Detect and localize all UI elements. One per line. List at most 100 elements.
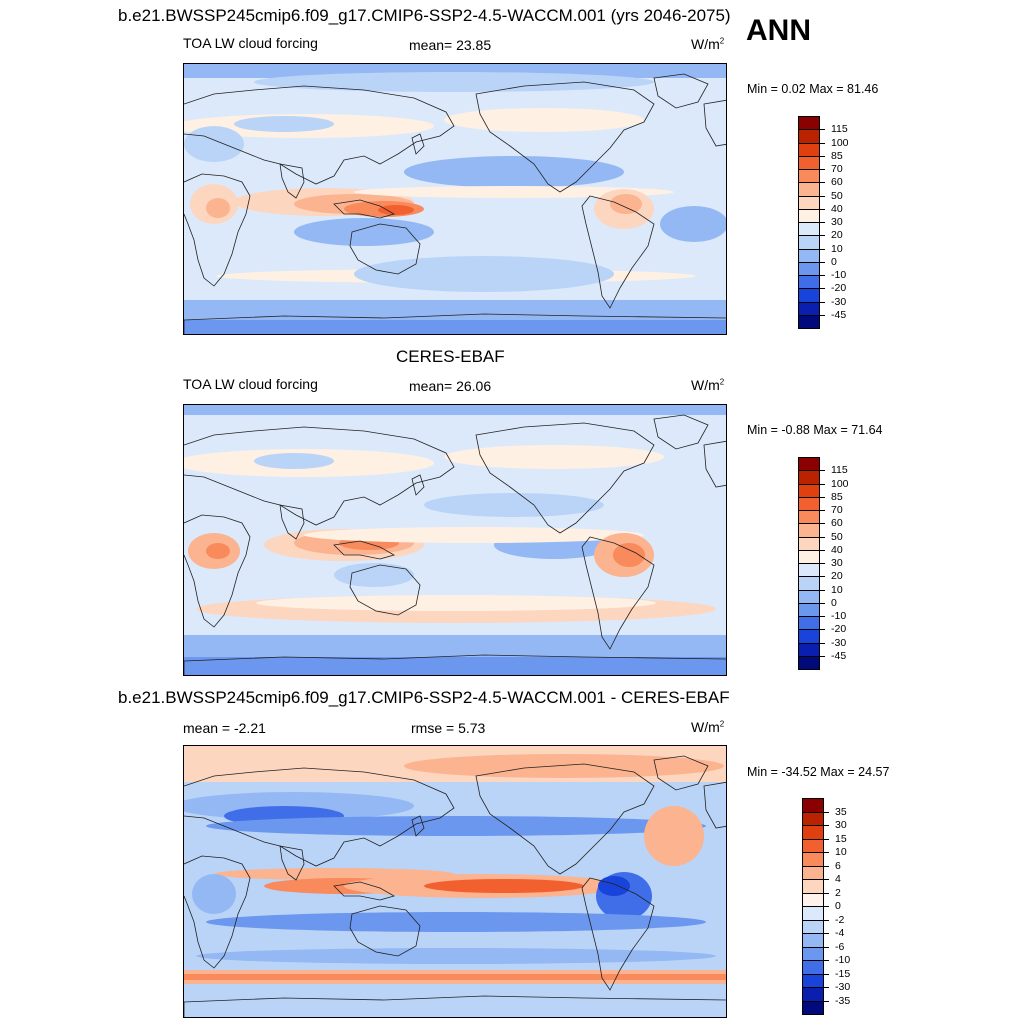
- antarctic-band: [184, 994, 726, 1017]
- colorbar-swatch: [798, 642, 820, 656]
- colorbar-swatch: [798, 195, 820, 209]
- colorbar-tick: [820, 142, 825, 144]
- coastline: [349, 564, 421, 616]
- colorbar-tick-label: -15: [835, 967, 851, 980]
- colorbar-tick-label: -45: [831, 308, 847, 321]
- colorbar-tick-label: -10: [831, 269, 847, 281]
- colorbar-swatch: [798, 655, 820, 670]
- colorbar-tick-label: -20: [831, 623, 847, 636]
- colorbar-tick: [820, 182, 825, 184]
- colorbar-swatch: [802, 933, 824, 947]
- panel1-units-label: W/m2: [691, 36, 725, 52]
- colorbar-tick: [820, 235, 825, 237]
- coastline: [184, 85, 455, 185]
- colorbar-tick: [824, 919, 829, 921]
- colorbar-tick: [820, 563, 825, 564]
- indian-dry: [334, 563, 414, 587]
- coastline: [333, 881, 396, 901]
- amazon-core: [610, 194, 642, 214]
- colorbar-tick: [820, 301, 825, 303]
- coastline: [333, 540, 396, 560]
- pacific-itcz: [304, 527, 644, 543]
- colorbar-tick-label: 100: [831, 136, 849, 149]
- panel2-units-label: W/m2: [691, 377, 725, 393]
- colorbar-tick: [824, 825, 829, 826]
- colorbar-swatch: [802, 906, 824, 920]
- colorbar-swatch: [798, 496, 820, 510]
- panel2-minmax-label: Min = -0.88 Max = 71.64: [747, 423, 883, 437]
- colorbar-swatch: [798, 288, 820, 302]
- colorbar-swatch: [802, 960, 824, 974]
- coastline: [411, 474, 425, 496]
- north-pacific-dry: [424, 493, 604, 517]
- south-storm-track-inner: [256, 595, 656, 611]
- colorbar-tick: [820, 549, 825, 551]
- colorbar-tick-label: -2: [835, 913, 845, 926]
- colorbar-swatch: [798, 536, 820, 550]
- colorbar-tick-label: 115: [831, 464, 848, 477]
- colorbar-swatch: [798, 563, 820, 577]
- colorbar-tick: [820, 129, 825, 131]
- coastline: [581, 877, 655, 991]
- colorbar-tick-label: -30: [835, 981, 851, 993]
- colorbar-tick: [824, 973, 829, 975]
- colorbar-tick-label: 70: [831, 163, 843, 175]
- colorbar-swatch: [802, 825, 824, 839]
- coastline: [653, 414, 709, 450]
- coastline: [184, 995, 726, 1017]
- panel3-map: [183, 745, 727, 1018]
- congo-core: [206, 198, 230, 218]
- colorbar-tick: [820, 602, 825, 604]
- arctic-band: [184, 405, 726, 415]
- colorbar-tick: [824, 879, 829, 880]
- south-subtropic-cool: [206, 912, 706, 932]
- colorbar-swatch: [802, 973, 824, 987]
- atlantic-warm: [644, 806, 704, 866]
- coastline: [653, 73, 709, 109]
- subtropic-dry-north: [404, 156, 624, 188]
- colorbar-swatch: [798, 129, 820, 143]
- congo-cool: [192, 874, 236, 914]
- colorbar-tick-label: 20: [831, 229, 843, 242]
- panel3-title: b.e21.BWSSP245cmip6.f09_g17.CMIP6-SSP2-4…: [118, 688, 730, 707]
- colorbar-tick: [820, 261, 825, 263]
- amazon-core: [613, 543, 645, 567]
- colorbar-tick: [820, 208, 825, 210]
- colorbar-tick-label: -30: [831, 636, 847, 649]
- colorbar-tick-label: 0: [835, 900, 841, 912]
- colorbar-swatch: [798, 629, 820, 643]
- colorbar-swatch: [798, 483, 820, 497]
- colorbar-tick-label: 30: [831, 216, 843, 228]
- coastline: [184, 855, 251, 969]
- pacific-itcz-core: [424, 879, 584, 893]
- colorbar-swatch: [798, 301, 820, 315]
- coastline: [349, 905, 421, 957]
- antarctic-band: [184, 657, 726, 675]
- panel1-minmax-label: Min = 0.02 Max = 81.46: [747, 82, 879, 96]
- colorbar-tick-label: -10: [831, 610, 847, 622]
- colorbar-swatch: [802, 879, 824, 893]
- arctic-warm: [404, 754, 724, 778]
- coastline: [703, 440, 726, 488]
- panel3-minmax-label: Min = -34.52 Max = 24.57: [747, 765, 890, 779]
- warm-pool-max: [378, 205, 414, 215]
- colorbar-tick: [820, 470, 825, 472]
- colorbar-tick-label: 30: [835, 819, 847, 831]
- colorbar-swatch: [798, 261, 820, 275]
- coastline: [475, 763, 655, 875]
- panel1-map: [183, 63, 727, 335]
- panel1-variable-label: TOA LW cloud forcing: [183, 35, 318, 51]
- colorbar-tick: [820, 483, 825, 485]
- colorbar-swatch: [802, 892, 824, 906]
- colorbar-swatch: [798, 248, 820, 262]
- colorbar-tick: [820, 496, 825, 498]
- colorbar-swatch: [802, 811, 824, 825]
- colorbar-tick: [824, 865, 829, 867]
- colorbar-swatch: [798, 523, 820, 537]
- colorbar-tick-label: 6: [835, 859, 841, 872]
- panel2-variable-label: TOA LW cloud forcing: [183, 376, 318, 392]
- colorbar-swatch: [798, 576, 820, 590]
- coastline: [411, 133, 425, 155]
- colorbar-tick-label: 10: [831, 583, 843, 596]
- colorbar-swatch: [798, 169, 820, 183]
